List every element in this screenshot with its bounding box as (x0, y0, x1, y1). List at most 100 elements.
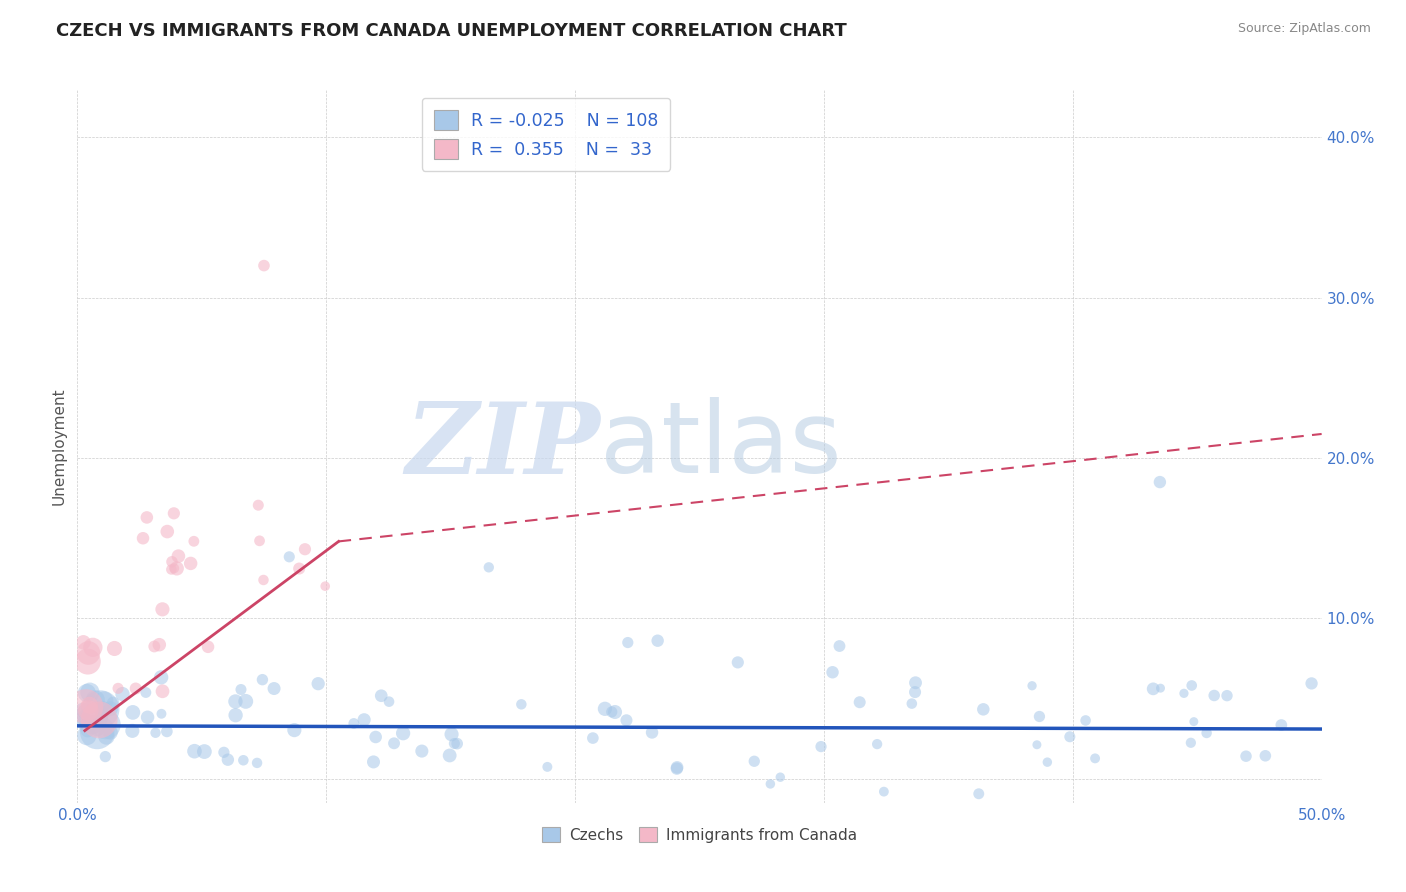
Point (72, 635, 94, 649)
Point (160, 562, 183, 576)
Point (353, 713, 375, 727)
Point (1195, 726, 1218, 740)
Point (1181, 678, 1204, 692)
Point (247, 498, 270, 512)
Point (103, 641, 125, 656)
Point (224, 694, 246, 708)
Point (150, 706, 173, 721)
Point (1074, 714, 1097, 728)
Point (232, 753, 254, 767)
Point (810, 739, 832, 754)
Point (294, 542, 316, 557)
Point (904, 685, 927, 699)
Point (94, 717, 117, 731)
Point (364, 730, 387, 744)
Point (156, 524, 179, 539)
Point (510, 698, 533, 712)
Point (145, 726, 167, 740)
Point (278, 549, 301, 564)
Point (1149, 681, 1171, 695)
Point (163, 506, 186, 520)
Point (135, 685, 157, 699)
Point (75, 699, 97, 714)
Point (77, 703, 100, 717)
Point (148, 638, 170, 652)
Point (263, 681, 285, 696)
Point (967, 787, 990, 801)
Point (866, 737, 889, 751)
Point (742, 754, 765, 768)
Point (769, 770, 792, 784)
Point (446, 737, 468, 751)
Point (121, 723, 143, 738)
Point (76, 729, 98, 743)
Text: atlas: atlas (600, 398, 842, 494)
Point (152, 602, 174, 616)
Point (246, 756, 269, 770)
Point (314, 579, 336, 593)
Point (1025, 738, 1047, 752)
Point (89, 702, 111, 716)
Point (665, 762, 688, 776)
Point (100, 702, 122, 716)
Point (378, 695, 401, 709)
Point (253, 259, 276, 273)
Point (617, 635, 640, 649)
Point (160, 555, 183, 569)
Point (75, 717, 97, 731)
Point (121, 706, 143, 720)
Point (647, 633, 669, 648)
Point (135, 510, 157, 524)
Point (76, 655, 98, 669)
Point (1204, 689, 1226, 703)
Point (600, 705, 623, 719)
Point (1059, 730, 1081, 744)
Point (212, 745, 235, 759)
Point (252, 673, 274, 687)
Point (1173, 686, 1195, 700)
Point (76, 723, 98, 738)
Point (972, 702, 994, 716)
Point (156, 724, 179, 739)
Point (73, 709, 96, 723)
Point (582, 731, 605, 745)
Point (94, 749, 117, 764)
Point (478, 560, 501, 574)
Text: Source: ZipAtlas.com: Source: ZipAtlas.com (1237, 22, 1371, 36)
Point (1182, 714, 1205, 729)
Point (136, 710, 159, 724)
Point (901, 697, 924, 711)
Point (100, 725, 122, 739)
Point (80, 711, 103, 725)
Point (603, 705, 626, 719)
Point (727, 656, 749, 670)
Point (89, 713, 111, 727)
Point (180, 557, 202, 571)
Point (1270, 718, 1292, 732)
Legend: Czechs, Immigrants from Canada: Czechs, Immigrants from Canada (536, 821, 863, 848)
Point (1084, 751, 1107, 765)
Point (87, 714, 110, 729)
Point (392, 726, 415, 740)
Point (666, 760, 689, 774)
Point (76, 686, 98, 700)
Point (150, 670, 173, 684)
Point (1149, 475, 1171, 489)
Point (91, 702, 114, 716)
Point (1028, 709, 1050, 723)
Point (89, 706, 111, 721)
Point (77, 646, 100, 660)
Point (96, 730, 118, 744)
Text: ZIP: ZIP (405, 398, 600, 494)
Point (79, 698, 101, 713)
Point (873, 784, 896, 798)
Point (229, 682, 252, 697)
Point (616, 713, 638, 727)
Point (848, 695, 870, 709)
Point (1180, 736, 1202, 750)
Point (152, 684, 174, 698)
Point (439, 748, 461, 763)
Point (84, 692, 107, 706)
Point (252, 573, 274, 587)
Point (343, 716, 366, 731)
